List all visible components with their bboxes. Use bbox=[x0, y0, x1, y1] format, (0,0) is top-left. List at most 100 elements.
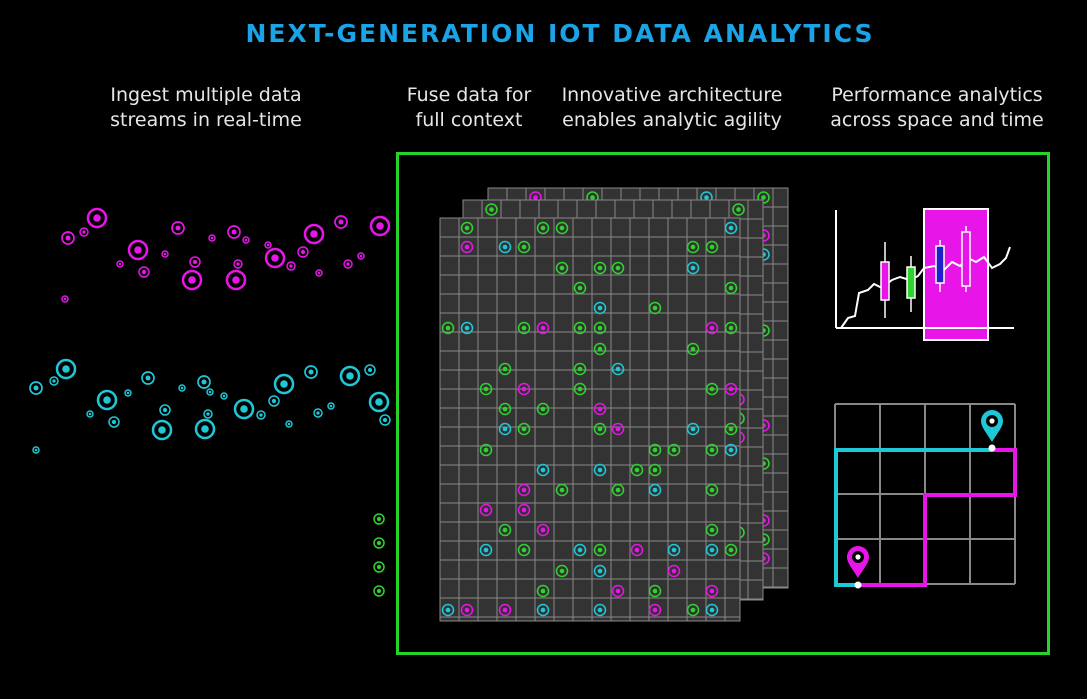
grid-data-point bbox=[517, 503, 531, 517]
grid-data-point bbox=[517, 543, 531, 557]
route-cyan bbox=[834, 448, 992, 587]
grid-data-point bbox=[536, 584, 550, 598]
stream-particle-magenta bbox=[79, 227, 89, 237]
stream-particle-cyan bbox=[313, 408, 323, 418]
data-streams bbox=[29, 207, 391, 597]
stream-particle-magenta bbox=[315, 269, 323, 277]
grid-data-point bbox=[555, 564, 569, 578]
candlesticks bbox=[880, 226, 971, 318]
stream-particle-cyan bbox=[124, 389, 132, 397]
stream-particle-magenta bbox=[233, 259, 243, 269]
stream-particle-magenta bbox=[369, 215, 391, 237]
grid-data-point bbox=[648, 443, 662, 457]
grid-data-point bbox=[705, 321, 719, 335]
grid-data-point bbox=[667, 564, 681, 578]
grid-data-point bbox=[593, 301, 607, 315]
grid-data-point bbox=[724, 422, 738, 436]
stream-particle-cyan bbox=[206, 388, 214, 396]
stream-particle-cyan bbox=[368, 391, 390, 413]
caption-fuse: Fuse data for full context bbox=[393, 83, 545, 133]
grid-data-point bbox=[724, 382, 738, 396]
stream-particle-cyan bbox=[273, 373, 295, 395]
grid-data-point bbox=[573, 281, 587, 295]
stream-particle-magenta bbox=[86, 207, 108, 229]
stream-particle-cyan bbox=[96, 389, 118, 411]
stream-particle-cyan bbox=[268, 395, 280, 407]
grid-data-point bbox=[593, 422, 607, 436]
caption-fuse-line-1: Fuse data for bbox=[406, 84, 532, 106]
grid-data-point bbox=[724, 543, 738, 557]
grid-data-point bbox=[667, 543, 681, 557]
grid-data-point bbox=[630, 463, 644, 477]
grid-data-point bbox=[517, 382, 531, 396]
grid-data-point bbox=[536, 523, 550, 537]
grid-data-point bbox=[498, 603, 512, 617]
stream-particle-magenta bbox=[127, 239, 149, 261]
stream-particle-cyan bbox=[304, 365, 318, 379]
grid-data-point bbox=[517, 483, 531, 497]
grid-data-point bbox=[611, 584, 625, 598]
stream-particle-cyan bbox=[151, 419, 173, 441]
grid-data-point bbox=[732, 203, 745, 216]
grid-data-point bbox=[648, 463, 662, 477]
grid-data-point bbox=[705, 240, 719, 254]
grid-data-point bbox=[460, 321, 474, 335]
caption-ingest-line-2: streams in real-time bbox=[110, 109, 302, 131]
grid-data-point bbox=[555, 261, 569, 275]
stream-particle-cyan bbox=[364, 364, 376, 376]
route-start-point bbox=[854, 581, 862, 589]
grid-data-point bbox=[724, 443, 738, 457]
stream-particle-cyan bbox=[233, 398, 255, 420]
stream-particle-magenta bbox=[242, 236, 250, 244]
stream-particle-cyan bbox=[29, 381, 43, 395]
grid-data-point bbox=[485, 203, 498, 216]
stream-particle-cyan bbox=[220, 392, 228, 400]
stream-particle-magenta bbox=[61, 295, 69, 303]
grid-data-point bbox=[498, 240, 512, 254]
stream-particle-magenta bbox=[161, 250, 169, 258]
grid-data-point bbox=[573, 362, 587, 376]
grid-data-point bbox=[441, 321, 455, 335]
candlestick bbox=[961, 226, 971, 292]
stream-particle-green bbox=[373, 513, 385, 525]
stream-particle-magenta bbox=[61, 231, 75, 245]
stream-particle-magenta bbox=[264, 247, 286, 269]
grid-data-point bbox=[479, 382, 493, 396]
stream-particle-green bbox=[373, 537, 385, 549]
grid-data-point bbox=[611, 483, 625, 497]
grid-data-point bbox=[536, 603, 550, 617]
stream-particle-magenta bbox=[116, 260, 124, 268]
grid-data-point bbox=[498, 362, 512, 376]
grid-data-point bbox=[536, 321, 550, 335]
stream-particle-magenta bbox=[264, 241, 272, 249]
performance-chart bbox=[835, 208, 1014, 341]
grid-data-point bbox=[648, 301, 662, 315]
grid-data-point bbox=[479, 443, 493, 457]
grid-data-point bbox=[648, 584, 662, 598]
caption-ingest: Ingest multiple data streams in real-tim… bbox=[92, 83, 320, 133]
grid-data-point bbox=[686, 342, 700, 356]
grid-data-point bbox=[611, 261, 625, 275]
grid-data-point bbox=[460, 603, 474, 617]
grid-data-point bbox=[593, 342, 607, 356]
caption-architecture-line-1: Innovative architecture bbox=[561, 84, 783, 106]
grid-data-point bbox=[593, 463, 607, 477]
grid-data-point bbox=[705, 382, 719, 396]
grid-data-point bbox=[705, 523, 719, 537]
grid-data-point bbox=[611, 422, 625, 436]
highlight-window bbox=[923, 208, 989, 341]
grid-data-point bbox=[593, 603, 607, 617]
map-pin-icon-cyan bbox=[981, 410, 1003, 442]
stream-particle-magenta bbox=[208, 234, 216, 242]
stream-particle-cyan bbox=[108, 416, 120, 428]
stream-particle-cyan bbox=[194, 418, 216, 440]
grid-data-point bbox=[479, 543, 493, 557]
map-pin-icon-magenta bbox=[847, 546, 869, 578]
grid-data-point bbox=[498, 422, 512, 436]
candlestick bbox=[880, 242, 890, 318]
grid-data-point bbox=[517, 422, 531, 436]
candlestick bbox=[906, 256, 916, 312]
grid-data-point bbox=[498, 402, 512, 416]
stream-particle-magenta bbox=[171, 221, 185, 235]
grid-data-point bbox=[593, 543, 607, 557]
